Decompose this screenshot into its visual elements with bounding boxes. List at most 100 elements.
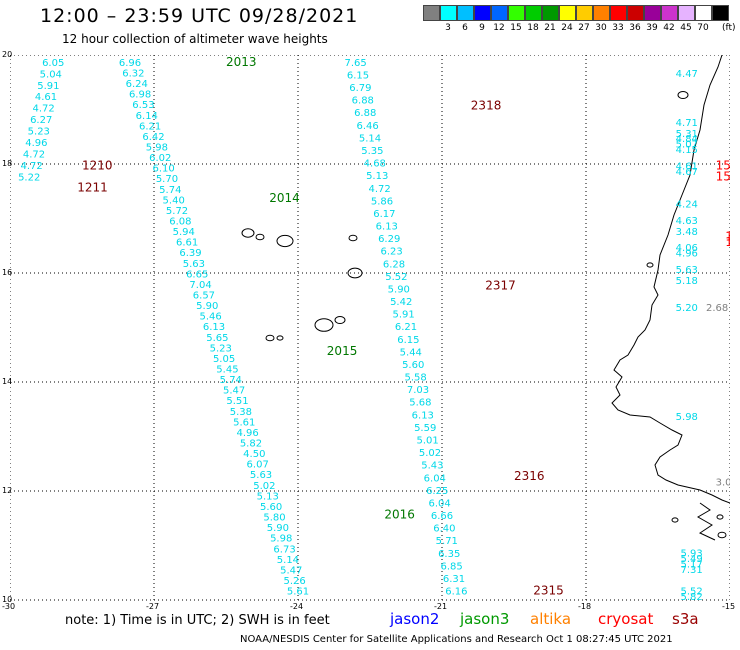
legend-label: 24 xyxy=(561,23,573,33)
wave-height-value: 3.48 xyxy=(676,227,698,238)
wave-height-value: 5.52 xyxy=(680,587,702,598)
pass-time-label: 2316 xyxy=(514,469,545,483)
island xyxy=(241,228,255,238)
island xyxy=(314,318,334,332)
wave-height-value: 6.21 xyxy=(395,322,417,333)
wave-height-value: 6.14 xyxy=(136,111,158,122)
legend-swatch xyxy=(491,5,508,21)
wave-height-value: 5.46 xyxy=(200,312,222,323)
wave-height-value: 5.63 xyxy=(676,265,698,276)
wave-height-value: 6.66 xyxy=(431,511,453,522)
wave-height-value: 5.60 xyxy=(260,502,282,513)
wave-height-value: 6.25 xyxy=(426,486,448,497)
satellite-name: s3a xyxy=(672,610,699,628)
wave-height-value: 4.50 xyxy=(243,449,265,460)
wave-height-value: 6.28 xyxy=(383,259,405,270)
pass-time-label: 1517 xyxy=(725,229,730,243)
wave-height-value: 5.91 xyxy=(37,81,59,92)
wave-height-value: 4.72 xyxy=(20,161,42,172)
wave-height-value: 5.20 xyxy=(676,303,698,314)
wave-height-value: 5.23 xyxy=(28,127,50,138)
wave-height-value: 6.08 xyxy=(169,216,191,227)
wave-height-value: 5.45 xyxy=(216,365,238,376)
legend-swatch xyxy=(457,5,474,21)
wave-height-value: 5.98 xyxy=(676,412,698,423)
island xyxy=(677,91,689,99)
page-subtitle: 12 hour collection of altimeter wave hei… xyxy=(62,32,328,46)
wave-height-value: 5.74 xyxy=(220,375,242,386)
wave-height-value: 4.24 xyxy=(676,200,698,211)
wave-height-value: 4.96 xyxy=(25,138,47,149)
wave-height-value: 5.44 xyxy=(400,347,422,358)
satellite-name: jason3 xyxy=(460,610,510,628)
legend-label: 15 xyxy=(510,23,522,33)
pass-time-label: 2016 xyxy=(384,507,415,521)
legend-unit: (ft) xyxy=(722,23,736,33)
wave-height-value: 6.21 xyxy=(139,121,161,132)
wave-height-value: 6.96 xyxy=(119,58,141,69)
wave-height-value: 7.65 xyxy=(344,58,366,69)
wave-height-value: 5.17 xyxy=(680,559,702,570)
lon-tick-label: -15 xyxy=(722,602,736,611)
legend-swatch xyxy=(440,5,457,21)
legend-label: 30 xyxy=(595,23,607,33)
wave-height-value: 5.63 xyxy=(183,259,205,270)
pass-time-label: 2014 xyxy=(269,191,300,205)
legend-swatch xyxy=(593,5,610,21)
legend-label: 9 xyxy=(479,23,485,33)
legend-label: 6 xyxy=(462,23,468,33)
legend-swatch xyxy=(695,5,712,21)
wave-height-value: 5.61 xyxy=(233,417,255,428)
wave-height-value: 5.13 xyxy=(257,491,279,502)
wave-height-value: 6.39 xyxy=(179,248,201,259)
footer-note: note: 1) Time is in UTC; 2) SWH is in fe… xyxy=(65,613,330,628)
legend-label: 45 xyxy=(680,23,692,33)
wave-height-value: 5.65 xyxy=(206,333,228,344)
wave-height-value: 6.85 xyxy=(440,561,462,572)
wave-height-value: 6.15 xyxy=(347,70,369,81)
island xyxy=(334,316,346,324)
wave-height-value: 5.04 xyxy=(40,69,62,80)
wave-height-value: 5.58 xyxy=(404,373,426,384)
wave-height-value: 5.02 xyxy=(419,448,441,459)
wave-height-value: 5.23 xyxy=(210,343,232,354)
legend-label: 21 xyxy=(544,23,556,33)
island xyxy=(671,517,679,523)
wave-height-value: 6.46 xyxy=(356,121,378,132)
wave-height-value: 6.07 xyxy=(247,460,269,471)
island xyxy=(255,233,265,241)
wave-height-value: 5.70 xyxy=(156,174,178,185)
legend-label: 33 xyxy=(612,23,624,33)
lon-tick-label: -18 xyxy=(578,602,592,611)
lat-tick-label: 18 xyxy=(2,159,13,168)
pass-time-label: 1517 xyxy=(725,235,730,249)
wave-height-value: 6.04 xyxy=(428,498,450,509)
page-title: 12:00 – 23:59 UTC 09/28/2021 xyxy=(40,5,359,27)
legend-swatch xyxy=(712,5,729,21)
wave-height-value: 6.13 xyxy=(203,322,225,333)
legend-swatch xyxy=(576,5,593,21)
wave-height-value: 4.96 xyxy=(236,428,258,439)
island xyxy=(276,335,284,341)
legend-label: 42 xyxy=(663,23,675,33)
wave-height-value: 7.03 xyxy=(407,385,429,396)
lat-tick-label: 10 xyxy=(2,595,13,604)
credit-line: NOAA/NESDIS Center for Satellite Applica… xyxy=(240,634,673,645)
wave-height-value: 5.90 xyxy=(196,301,218,312)
wave-height-map: 6.055.045.914.614.726.275.234.964.724.72… xyxy=(10,55,730,603)
legend-swatch xyxy=(474,5,491,21)
island xyxy=(716,514,724,520)
legend-swatch xyxy=(525,5,542,21)
pass-time-label: 2317 xyxy=(485,278,516,292)
wave-height-value: 6.29 xyxy=(378,234,400,245)
wave-height-value: 6.16 xyxy=(445,587,467,598)
wave-height-value: 5.74 xyxy=(159,185,181,196)
wave-height-value: 5.14 xyxy=(277,555,299,566)
wave-height-value: 4.67 xyxy=(676,167,698,178)
wave-height-value: 4.15 xyxy=(676,145,698,156)
pass-time-label: 1211 xyxy=(77,180,108,194)
wave-height-value: 6.17 xyxy=(373,209,395,220)
wave-height-value: 4.47 xyxy=(676,69,698,80)
